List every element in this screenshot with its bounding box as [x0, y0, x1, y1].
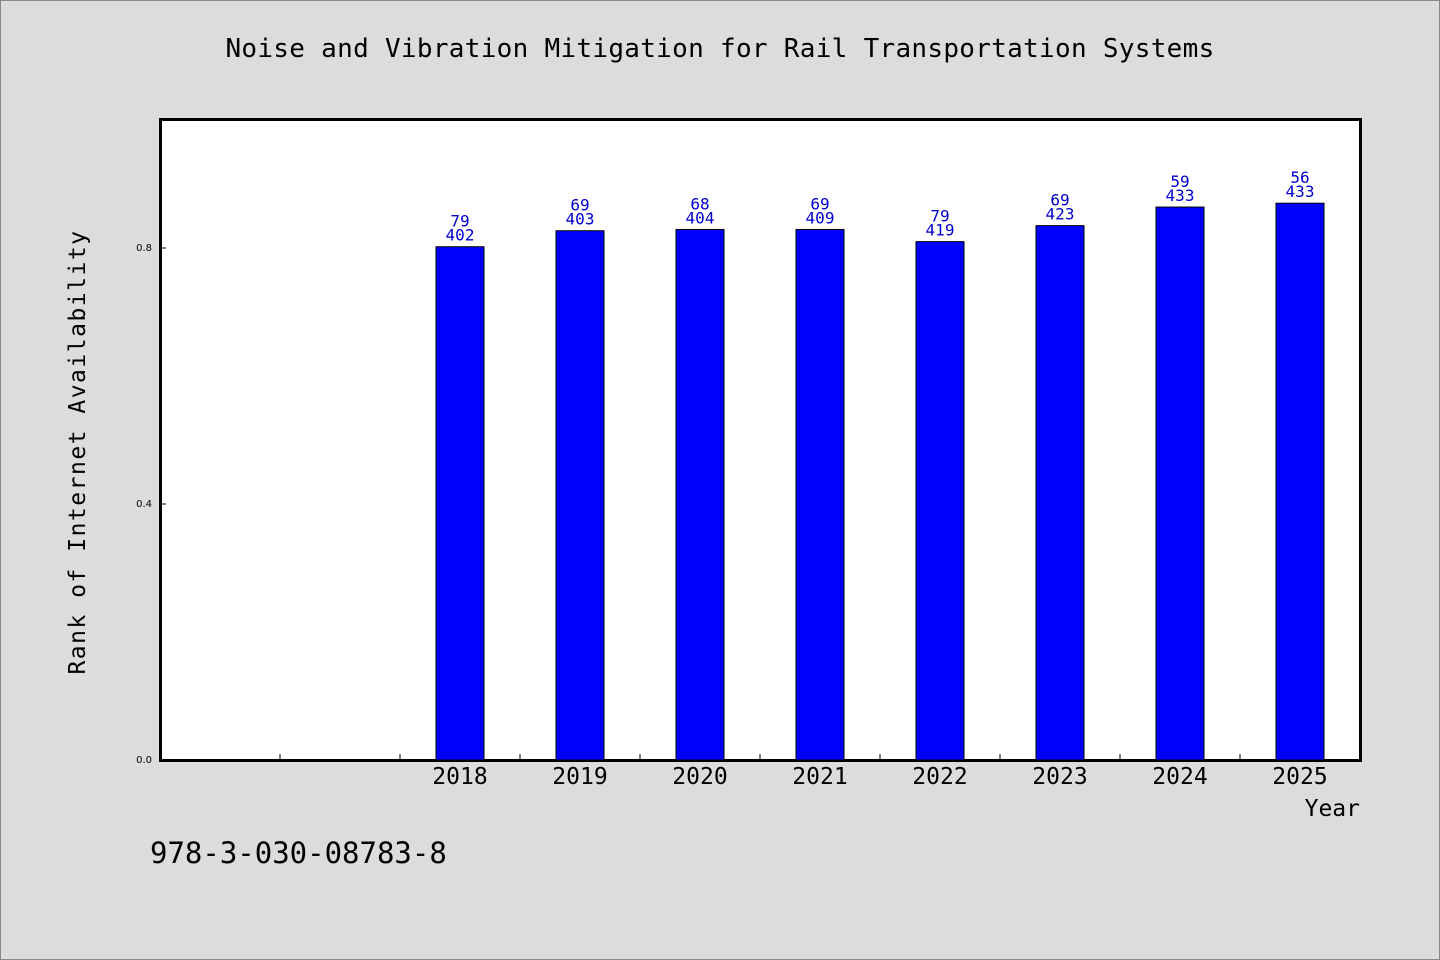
bar [795, 228, 845, 761]
y-tick-label: 0.0 [136, 755, 152, 766]
x-tick-label: 2025 [1272, 764, 1327, 790]
bar [915, 241, 965, 761]
bar-label-bottom: 433 [1166, 186, 1195, 205]
bar-label-bottom: 423 [1046, 205, 1075, 224]
y-axis-label: Rank of Internet Availability [65, 229, 91, 675]
bar-label-top: 79 [450, 212, 469, 231]
x-axis-label: Year [1304, 796, 1360, 822]
bar [1035, 225, 1085, 761]
bar-label-bottom: 404 [686, 208, 715, 227]
x-tick-label: 2021 [792, 764, 847, 790]
bar [1275, 202, 1325, 761]
bar [1155, 206, 1205, 761]
bar-label-bottom: 403 [566, 210, 595, 229]
bar-label-top: 59 [1170, 172, 1189, 191]
bar-label-top: 56 [1290, 168, 1309, 187]
bar-label-bottom: 433 [1286, 182, 1315, 201]
bar [435, 246, 485, 761]
x-tick-label: 2024 [1152, 764, 1207, 790]
x-tick-label: 2018 [432, 764, 487, 790]
chart-title: Noise and Vibration Mitigation for Rail … [225, 34, 1215, 64]
bar [555, 230, 605, 761]
bar [675, 228, 725, 761]
y-tick-label: 0.4 [136, 499, 152, 510]
x-tick-label: 2020 [672, 764, 727, 790]
x-tick-label: 2022 [912, 764, 967, 790]
bar-label-top: 69 [810, 194, 829, 213]
isbn-text: 978-3-030-08783-8 [150, 836, 447, 870]
bar-label-top: 69 [570, 196, 589, 215]
x-tick-label: 2019 [552, 764, 607, 790]
y-tick-label: 0.8 [136, 243, 152, 254]
bar-label-bottom: 419 [926, 221, 955, 240]
bar-label-top: 68 [690, 194, 709, 213]
bar-label-bottom: 409 [806, 208, 835, 227]
bar-label-top: 69 [1050, 191, 1069, 210]
x-tick-label: 2023 [1032, 764, 1087, 790]
bar-label-bottom: 402 [446, 226, 475, 245]
bar-label-top: 79 [930, 207, 949, 226]
